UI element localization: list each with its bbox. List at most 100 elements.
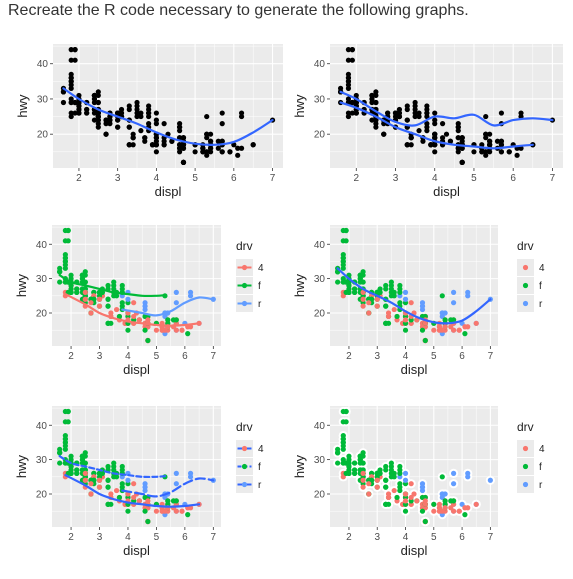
point bbox=[436, 324, 443, 330]
point bbox=[162, 508, 168, 514]
point bbox=[62, 238, 68, 244]
point bbox=[131, 481, 137, 487]
y-tick-label: 40 bbox=[314, 421, 326, 432]
point bbox=[136, 317, 142, 323]
y-tick-label: 30 bbox=[36, 274, 48, 285]
point bbox=[68, 470, 74, 476]
smooth-line bbox=[64, 293, 201, 327]
x-tick-label: 3 bbox=[374, 351, 380, 362]
point bbox=[404, 142, 410, 148]
point bbox=[404, 117, 410, 123]
point bbox=[185, 331, 191, 337]
y-tick-label: 20 bbox=[36, 490, 48, 501]
point bbox=[91, 92, 98, 99]
point bbox=[91, 117, 98, 123]
point bbox=[207, 138, 214, 144]
point bbox=[125, 327, 131, 333]
point bbox=[119, 300, 125, 306]
point bbox=[360, 450, 366, 456]
point bbox=[340, 457, 346, 463]
point bbox=[487, 477, 493, 483]
point bbox=[111, 463, 117, 470]
point bbox=[388, 282, 394, 289]
points bbox=[335, 227, 493, 344]
point bbox=[412, 103, 418, 109]
point bbox=[192, 149, 198, 155]
point bbox=[383, 477, 389, 483]
point bbox=[494, 138, 501, 144]
point bbox=[74, 467, 80, 473]
point bbox=[345, 78, 352, 84]
point bbox=[113, 487, 120, 494]
point bbox=[74, 286, 80, 292]
point bbox=[173, 481, 179, 487]
point bbox=[408, 135, 414, 141]
legend-key-point bbox=[522, 264, 529, 271]
point bbox=[450, 481, 457, 487]
point bbox=[142, 313, 148, 320]
point bbox=[88, 300, 94, 306]
point bbox=[455, 124, 461, 130]
point bbox=[439, 293, 445, 299]
point bbox=[397, 300, 403, 306]
point bbox=[138, 113, 144, 120]
point bbox=[442, 498, 448, 504]
point bbox=[439, 494, 445, 501]
smooth-line bbox=[339, 101, 534, 150]
panel-1: 2 3 4 5 6 7 20 30 40 displ hwy bbox=[15, 44, 283, 199]
point bbox=[62, 432, 68, 439]
point bbox=[82, 269, 88, 275]
point bbox=[368, 296, 375, 302]
point bbox=[483, 135, 489, 141]
point bbox=[402, 296, 409, 302]
legend: drv 4 fr bbox=[517, 239, 545, 312]
point bbox=[340, 227, 346, 234]
x-axis-label: displ bbox=[401, 543, 428, 558]
x-tick-label: 3 bbox=[393, 173, 399, 184]
point bbox=[345, 113, 352, 120]
legend-key-point bbox=[522, 445, 529, 452]
point bbox=[118, 110, 125, 116]
point bbox=[72, 99, 78, 106]
point bbox=[142, 135, 148, 141]
point bbox=[95, 124, 101, 130]
point bbox=[439, 327, 445, 333]
point bbox=[79, 453, 86, 459]
point bbox=[456, 327, 462, 333]
point bbox=[462, 331, 468, 337]
x-tick-label: 2 bbox=[346, 532, 352, 543]
y-tick-label: 40 bbox=[36, 240, 48, 251]
panel-background bbox=[52, 225, 221, 346]
point bbox=[108, 501, 114, 507]
point bbox=[357, 272, 363, 278]
y-tick-label: 20 bbox=[314, 309, 326, 320]
x-tick-label: 2 bbox=[353, 173, 359, 184]
point bbox=[352, 460, 358, 466]
panel-4: 2 3 4 5 6 7 20 30 40 displ hwy drv 4 fr bbox=[292, 225, 545, 377]
point bbox=[96, 477, 103, 483]
point bbox=[360, 269, 366, 275]
y-tick-label: 40 bbox=[36, 421, 48, 432]
point bbox=[173, 300, 179, 306]
point bbox=[60, 99, 67, 106]
y-axis-label: hwy bbox=[14, 454, 29, 478]
point bbox=[396, 110, 403, 116]
point bbox=[369, 117, 375, 123]
point bbox=[82, 477, 88, 483]
point bbox=[422, 518, 428, 525]
legend-title: drv bbox=[236, 420, 253, 434]
point bbox=[57, 460, 63, 466]
smooth-line bbox=[58, 274, 167, 298]
point bbox=[402, 491, 409, 497]
x-tick-label: 2 bbox=[68, 532, 74, 543]
point bbox=[408, 494, 414, 501]
point bbox=[419, 327, 426, 333]
point bbox=[431, 501, 437, 507]
point bbox=[153, 508, 160, 514]
point bbox=[340, 293, 346, 299]
point bbox=[340, 265, 346, 271]
point bbox=[424, 128, 430, 134]
point bbox=[115, 117, 121, 123]
points bbox=[57, 227, 216, 344]
